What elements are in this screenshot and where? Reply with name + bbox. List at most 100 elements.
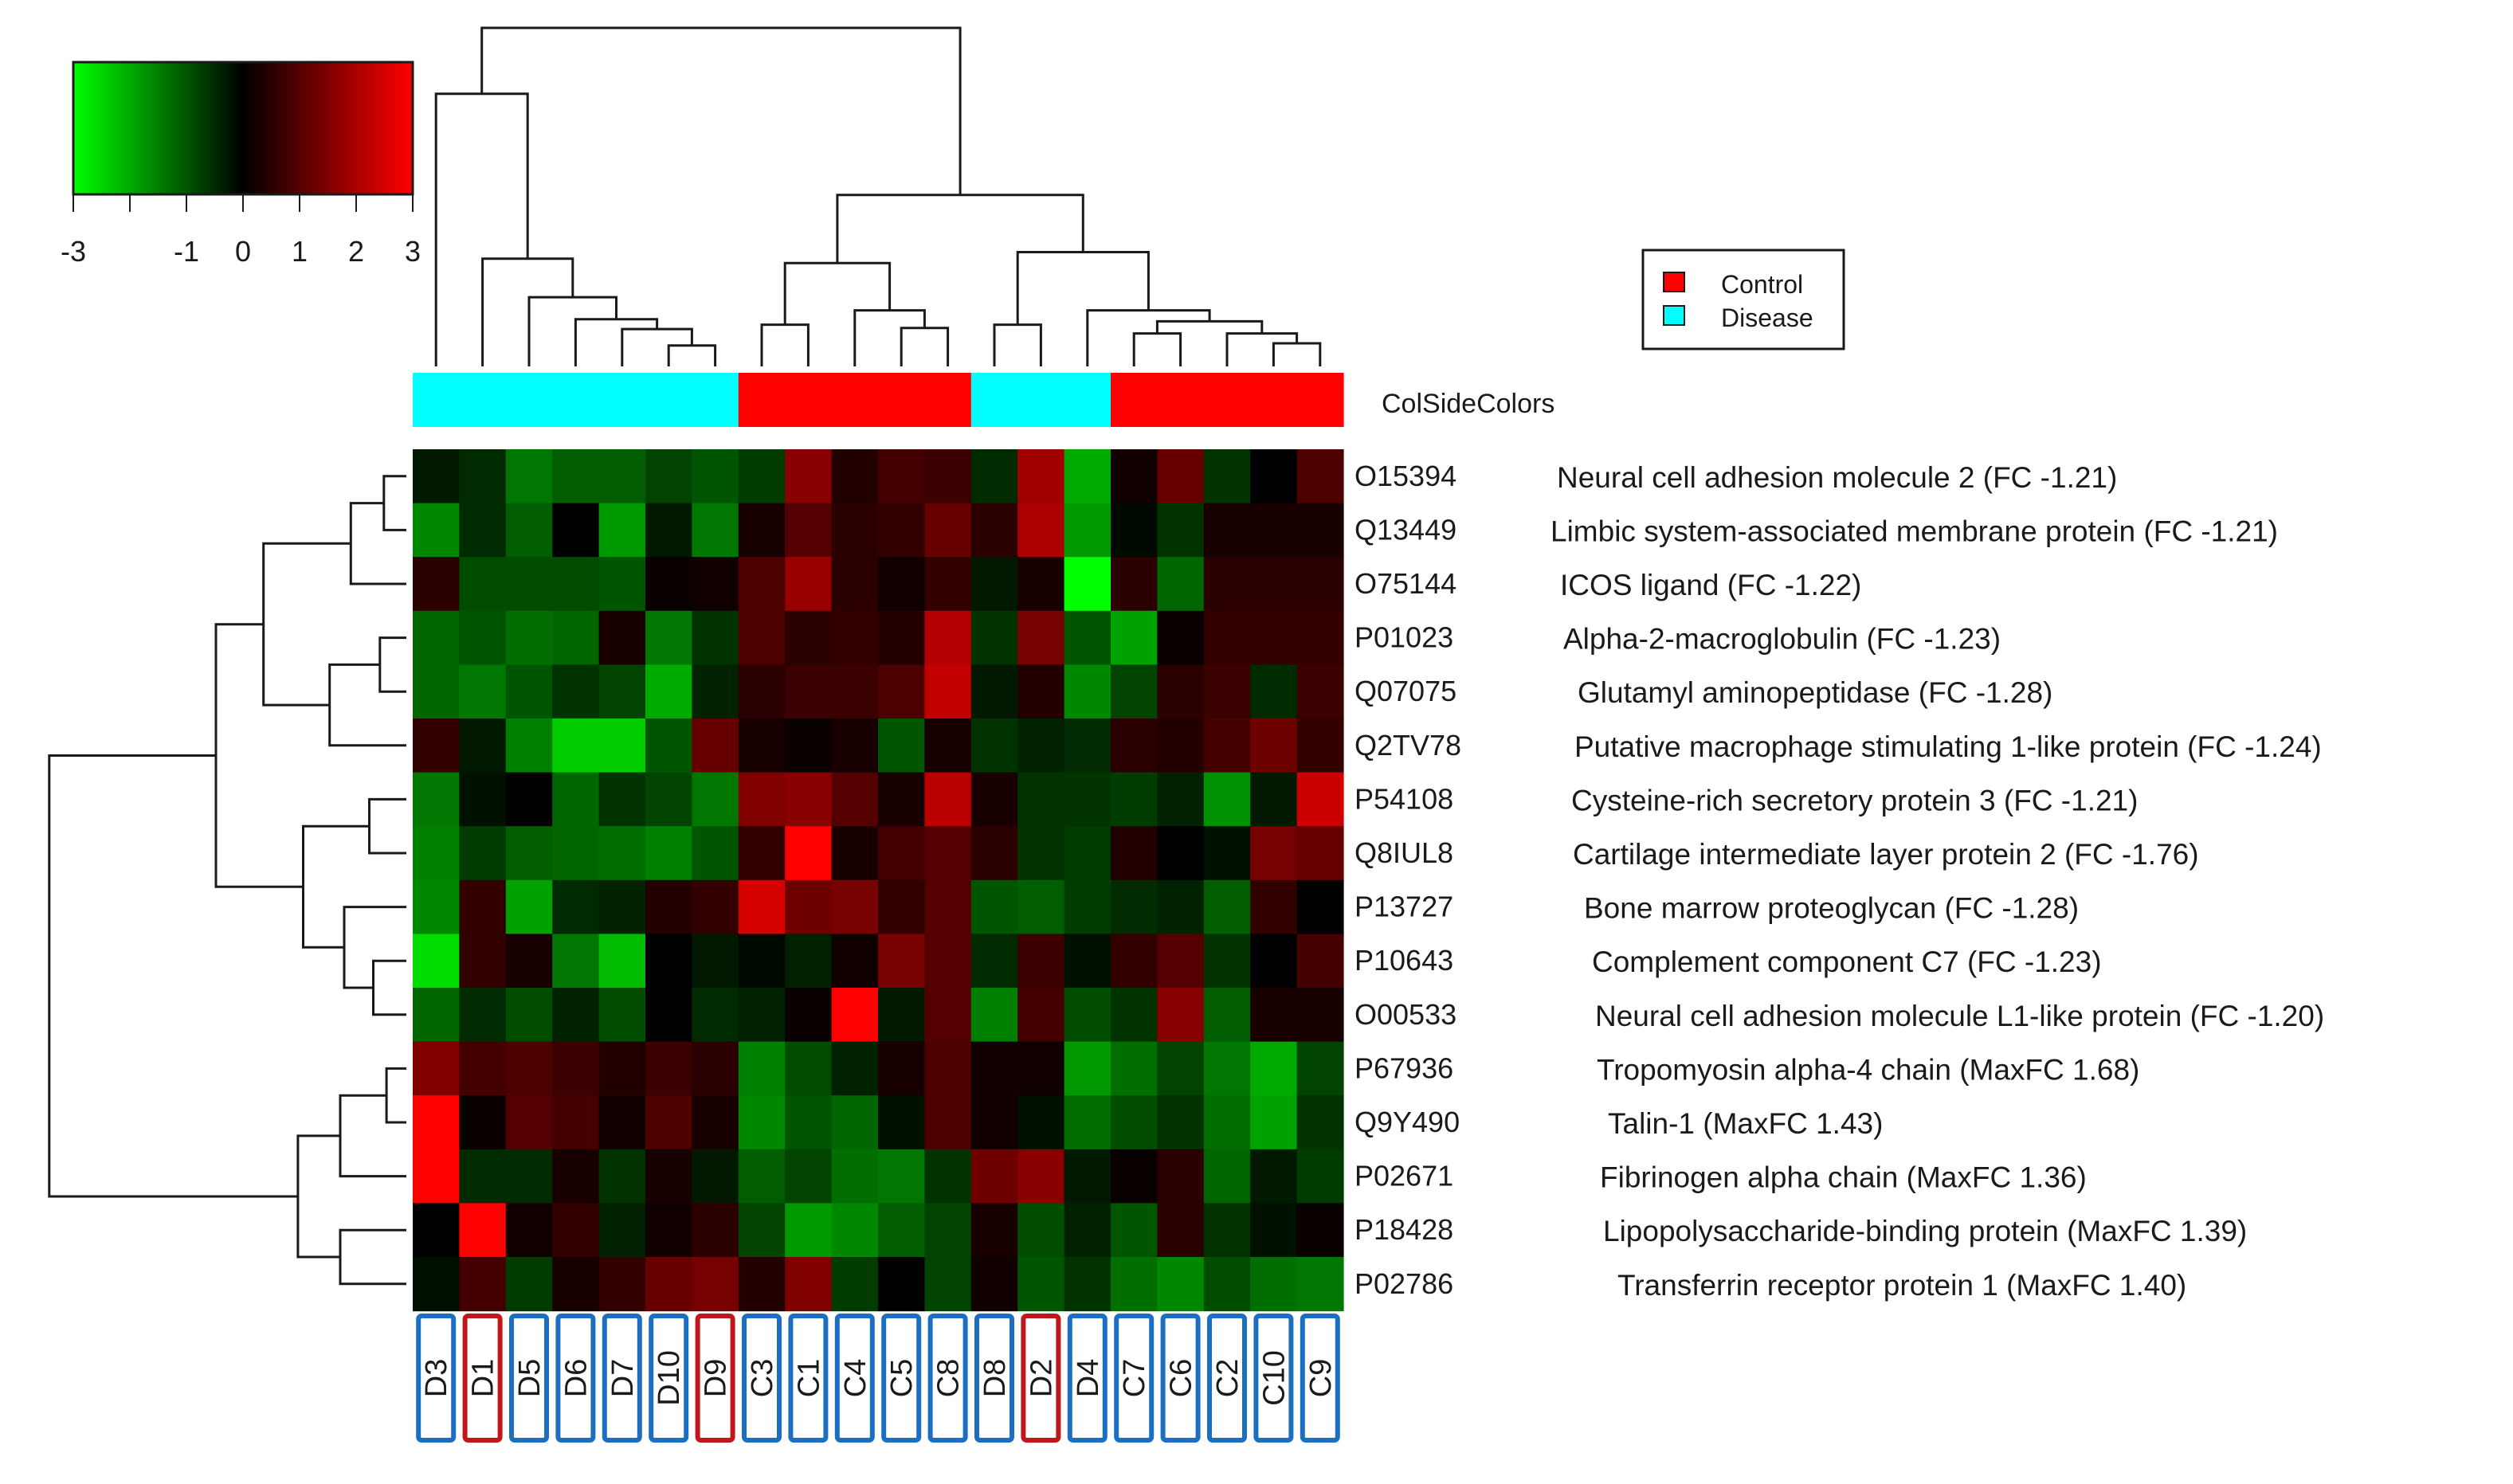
col-side-color-cell <box>970 373 1018 427</box>
heatmap-cell <box>831 826 879 881</box>
heatmap-cell <box>1111 503 1158 558</box>
color-key-axis: -3 -1 0 1 2 3 <box>61 194 421 268</box>
heatmap-cell <box>552 934 600 989</box>
column-label-box <box>695 1314 735 1443</box>
heatmap-cell <box>1296 826 1344 881</box>
heatmap-cell <box>878 988 925 1043</box>
heatmap-cell <box>505 557 553 612</box>
heatmap-cell <box>1157 664 1205 719</box>
heatmap-cell <box>970 1149 1018 1204</box>
protein-name-label: Transferrin receptor protein 1 (MaxFC 1.… <box>1617 1269 2186 1302</box>
col-dendro-branch <box>1155 319 1264 334</box>
heatmap-cell <box>459 934 507 989</box>
heatmap-cell <box>505 988 553 1043</box>
heatmap-cell <box>598 719 646 773</box>
heatmap-cell <box>505 934 553 989</box>
heatmap-cell <box>413 719 460 773</box>
col-side-color-cell <box>1111 373 1158 427</box>
heatmap-cell <box>924 826 972 881</box>
heatmap-cell <box>738 826 786 881</box>
col-dendro-branch <box>853 309 926 366</box>
col-dendro-branch <box>1016 251 1150 325</box>
heatmap-cell <box>1064 449 1111 504</box>
col-dendro-branch <box>1132 332 1182 366</box>
heatmap-cell <box>738 879 786 934</box>
heatmap-cell <box>1111 1203 1158 1258</box>
column-label-box <box>974 1314 1014 1443</box>
column-label: D5 <box>513 1359 547 1398</box>
heatmap-cell <box>831 610 879 665</box>
protein-name-label: Putative macrophage stimulating 1-like p… <box>1574 730 2322 763</box>
heatmap-grid <box>413 449 1344 1312</box>
row-id-label: P01023 <box>1355 621 1453 654</box>
heatmap-cell <box>413 1257 460 1312</box>
row-id-label: Q13449 <box>1355 513 1456 546</box>
heatmap-cell <box>459 1257 507 1312</box>
heatmap-cell <box>1157 449 1205 504</box>
col-side-color-cell <box>924 373 972 427</box>
column-label-box <box>555 1314 596 1443</box>
heatmap-cell <box>505 503 553 558</box>
column-label-box <box>1067 1314 1108 1443</box>
protein-name-label: Neural cell adhesion molecule 2 (FC -1.2… <box>1557 461 2117 494</box>
heatmap-cell <box>1064 664 1111 719</box>
heatmap-cell <box>645 772 692 827</box>
heatmap-cell <box>552 503 600 558</box>
heatmap-cell <box>738 449 786 504</box>
row-id-label: P67936 <box>1355 1051 1453 1084</box>
heatmap-cell <box>831 557 879 612</box>
heatmap-cell <box>1250 826 1298 881</box>
heatmap-cell <box>1064 879 1111 934</box>
heatmap-cell <box>505 1041 553 1096</box>
col-dendro-branch <box>621 327 693 366</box>
heatmap-cell <box>413 1041 460 1096</box>
heatmap-cell <box>645 1095 692 1150</box>
row-id-label: O15394 <box>1355 460 1456 492</box>
heatmap-cell <box>645 664 692 719</box>
heatmap-cell <box>970 503 1018 558</box>
heatmap-cell <box>1250 1149 1298 1204</box>
heatmap-cell <box>1111 1041 1158 1096</box>
heatmap-cell <box>1017 557 1065 612</box>
heatmap-cell <box>924 988 972 1043</box>
heatmap-cell <box>1157 1257 1205 1312</box>
heatmap-cell <box>459 719 507 773</box>
heatmap-cell <box>692 988 739 1043</box>
heatmap-cell <box>645 1041 692 1096</box>
col-side-color-cell <box>459 373 507 427</box>
column-label: D8 <box>978 1359 1012 1398</box>
heatmap-cell <box>1250 503 1298 558</box>
heatmap-cell <box>1157 719 1205 773</box>
heatmap-cell <box>831 772 879 827</box>
heatmap-cell <box>1250 610 1298 665</box>
heatmap-cell <box>785 557 833 612</box>
heatmap-cell <box>552 1041 600 1096</box>
col-dendro-branch <box>480 26 962 195</box>
col-dendro-branch <box>1086 309 1211 366</box>
column-label-box <box>602 1314 642 1443</box>
col-side-color-cell <box>413 373 460 427</box>
row-dendro-branch <box>302 824 370 949</box>
column-dendrogram <box>434 26 1322 366</box>
heatmap-cell <box>692 934 739 989</box>
col-side-color-cell <box>505 373 553 427</box>
heatmap-cell <box>785 1095 833 1150</box>
heatmap-cell <box>1296 934 1344 989</box>
heatmap-cell <box>1203 1203 1251 1258</box>
heatmap-cell <box>692 449 739 504</box>
heatmap-cell <box>505 1149 553 1204</box>
heatmap-cell <box>1017 1095 1065 1150</box>
key-tick-label: 0 <box>235 235 251 268</box>
heatmap-cell <box>1017 772 1065 827</box>
row-dendro-branch <box>339 1228 406 1286</box>
heatmap-cell <box>505 1095 553 1150</box>
key-tick-label: -3 <box>61 235 86 268</box>
heatmap-cell <box>1017 503 1065 558</box>
heatmap-cell <box>738 1095 786 1150</box>
heatmap-cell <box>970 1041 1018 1096</box>
heatmap-cell <box>552 664 600 719</box>
heatmap-cell <box>645 1257 692 1312</box>
heatmap-cell <box>459 1095 507 1150</box>
heatmap-cell <box>785 988 833 1043</box>
heatmap-cell <box>1157 772 1205 827</box>
